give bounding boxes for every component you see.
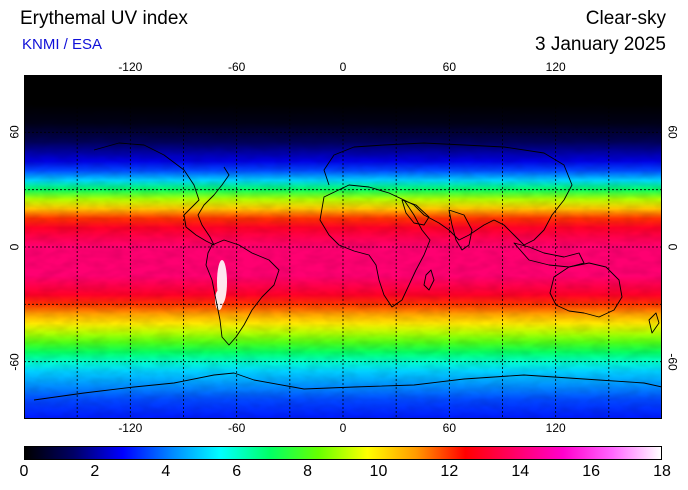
graticule <box>24 75 662 419</box>
longitude-tick-label: 0 <box>339 421 347 435</box>
colorbar-tick-label: 6 <box>232 463 242 480</box>
longitude-tick-label: -60 <box>227 421 246 435</box>
data-source: KNMI / ESA <box>22 36 103 53</box>
colorbar-tick-label: 16 <box>582 463 601 480</box>
antarctica-coast <box>33 372 662 401</box>
latitude-tick-label: 60 <box>665 125 680 140</box>
colorbar-tick-label: 14 <box>511 463 530 480</box>
map-frame <box>24 75 662 419</box>
longitude-tick-label: -120 <box>118 421 143 435</box>
longitude-tick-label: -60 <box>227 60 246 74</box>
colorbar-tick-label: 0 <box>19 463 29 480</box>
colorbar-tick-label: 18 <box>653 463 671 480</box>
latitude-tick-label: 0 <box>7 243 22 251</box>
longitude-tick-label: 60 <box>442 60 457 74</box>
longitude-tick-label: 120 <box>545 421 566 435</box>
latitude-tick-label: -60 <box>665 352 680 371</box>
india-coast <box>448 209 473 251</box>
sky-condition: Clear-sky <box>585 8 666 29</box>
north-america-coast <box>93 142 230 246</box>
colorbar <box>24 446 662 460</box>
map-title: Erythemal UV index <box>20 8 188 29</box>
colorbar-tick-label: 12 <box>440 463 459 480</box>
coastlines <box>33 142 662 401</box>
colorbar-tick-label: 2 <box>90 463 100 480</box>
longitude-tick-label: -120 <box>118 60 143 74</box>
eurasia-coast <box>323 142 573 246</box>
colorbar-tick-label: 8 <box>303 463 312 480</box>
latitude-tick-label: -60 <box>7 352 22 371</box>
longitude-tick-label: 120 <box>545 60 566 74</box>
latitude-tick-label: 60 <box>7 125 22 140</box>
uv-index-map <box>24 75 662 419</box>
arabia-coast <box>401 199 430 226</box>
longitude-tick-label: 60 <box>442 421 457 435</box>
longitude-tick-label: 0 <box>339 60 347 74</box>
indonesia-coast <box>513 242 585 268</box>
colorbar-tick-label: 10 <box>369 463 388 480</box>
map-date: 3 January 2025 <box>535 34 666 55</box>
south-america-coast <box>205 239 280 346</box>
new-zealand-coast <box>648 312 660 334</box>
latitude-tick-label: 0 <box>665 243 680 251</box>
madagascar-coast <box>423 269 435 291</box>
colorbar-tick-label: 4 <box>161 463 171 480</box>
